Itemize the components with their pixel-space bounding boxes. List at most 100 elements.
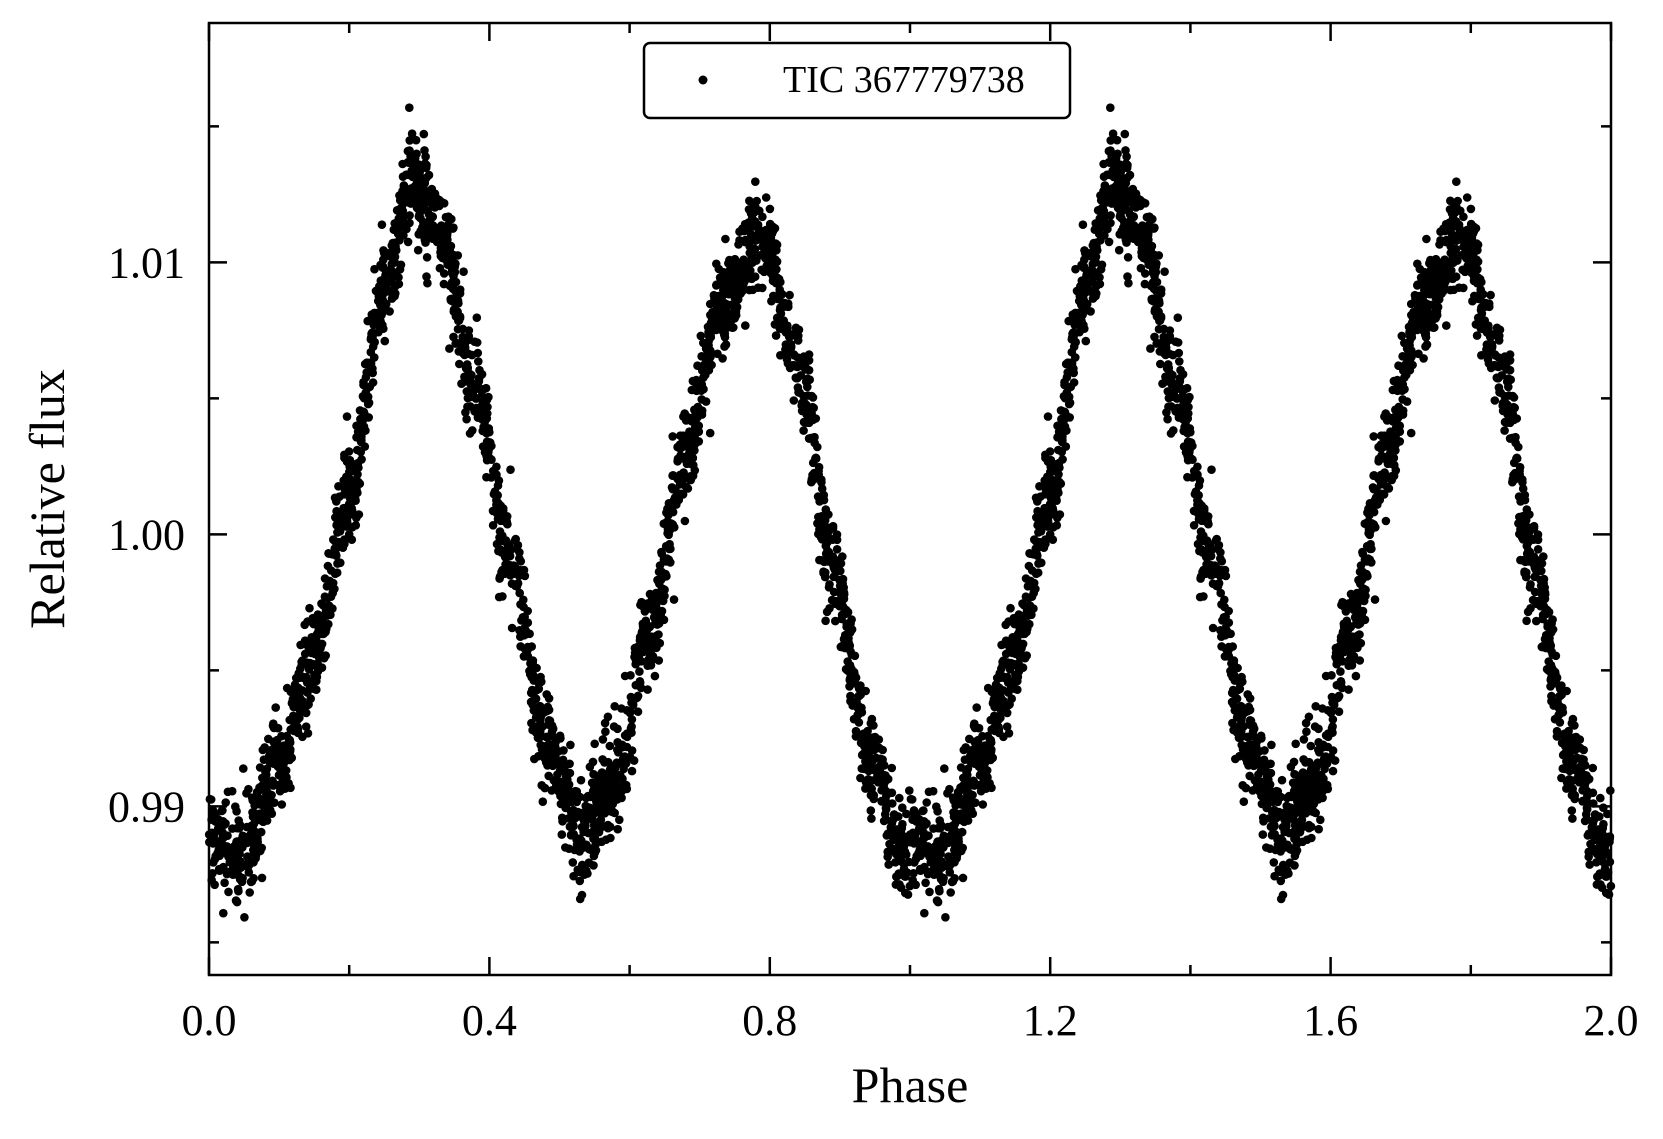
data-point (465, 429, 475, 438)
data-point (336, 558, 345, 568)
data-point (856, 773, 865, 783)
data-point (872, 754, 881, 763)
data-point (1533, 545, 1543, 554)
data-point (1053, 421, 1062, 431)
data-point (1440, 260, 1449, 270)
data-point (262, 796, 271, 805)
data-point (943, 822, 953, 832)
data-point (1088, 294, 1098, 303)
data-point (627, 693, 636, 702)
data-point (615, 815, 624, 825)
data-point (450, 267, 460, 277)
data-point (1380, 431, 1389, 441)
data-point (1059, 407, 1068, 416)
data-point (365, 382, 375, 392)
data-point (617, 704, 626, 713)
data-point (1414, 291, 1424, 301)
data-point (1538, 610, 1548, 620)
data-point (1600, 859, 1610, 869)
data-point (1303, 792, 1312, 801)
data-point (591, 846, 601, 855)
data-point (1152, 277, 1162, 287)
data-point (678, 479, 687, 489)
data-point (1154, 251, 1164, 260)
data-point (837, 610, 847, 620)
data-point (758, 283, 767, 293)
data-point (1095, 273, 1104, 282)
data-point (677, 438, 687, 448)
data-point (857, 750, 867, 760)
data-point (248, 812, 258, 822)
data-point (1292, 846, 1302, 855)
data-point (420, 146, 429, 155)
data-point (1178, 392, 1187, 402)
data-point (879, 760, 889, 770)
data-point (249, 874, 258, 883)
data-point (1220, 595, 1229, 605)
data-point (387, 294, 397, 303)
data-point (1527, 523, 1537, 532)
data-point (1528, 595, 1538, 605)
data-point (1429, 314, 1438, 324)
data-point (370, 264, 379, 274)
data-point (853, 710, 863, 720)
data-point (1421, 289, 1431, 299)
data-point (255, 800, 265, 809)
data-point (394, 273, 403, 282)
data-point (419, 176, 429, 185)
data-point (495, 574, 504, 583)
data-point (1146, 344, 1155, 353)
data-point (626, 671, 635, 680)
data-point (1064, 316, 1073, 326)
data-point (581, 821, 590, 831)
data-point (1245, 694, 1255, 703)
data-point (1505, 365, 1515, 375)
data-point (269, 781, 278, 790)
data-point (323, 561, 333, 571)
data-point (1306, 765, 1316, 774)
data-point (317, 663, 327, 672)
data-point (1556, 703, 1565, 713)
data-point (1364, 528, 1373, 538)
data-point (1013, 685, 1022, 694)
data-point (805, 375, 814, 385)
data-point (549, 744, 559, 753)
data-point (744, 218, 753, 227)
data-point (845, 660, 855, 670)
data-point (515, 588, 524, 598)
data-point (405, 103, 414, 112)
data-point (770, 246, 780, 255)
data-point (1082, 268, 1092, 278)
data-point (227, 786, 237, 796)
data-point (568, 858, 578, 867)
data-point (1532, 556, 1542, 565)
data-point (422, 272, 431, 281)
data-point (840, 643, 850, 653)
data-point (570, 811, 579, 820)
data-point (453, 296, 463, 306)
data-point (986, 755, 995, 765)
data-point (654, 619, 664, 628)
data-point (1237, 713, 1246, 723)
data-point (1592, 858, 1601, 867)
data-point (368, 368, 378, 378)
data-point (1476, 293, 1485, 302)
data-point (1584, 774, 1594, 784)
data-point (1363, 517, 1372, 527)
data-point (1145, 212, 1154, 221)
data-point (1088, 241, 1098, 250)
data-point (1106, 211, 1115, 220)
data-point (954, 788, 964, 797)
data-point (1285, 858, 1295, 867)
data-point (817, 478, 826, 487)
data-point (720, 289, 730, 299)
data-point (1216, 588, 1225, 598)
data-point (535, 701, 545, 711)
data-point (602, 792, 611, 801)
data-point (289, 726, 299, 736)
data-point (1520, 568, 1529, 578)
data-point (413, 245, 423, 255)
data-point (689, 460, 698, 470)
data-point (322, 611, 332, 620)
data-point (242, 789, 251, 798)
